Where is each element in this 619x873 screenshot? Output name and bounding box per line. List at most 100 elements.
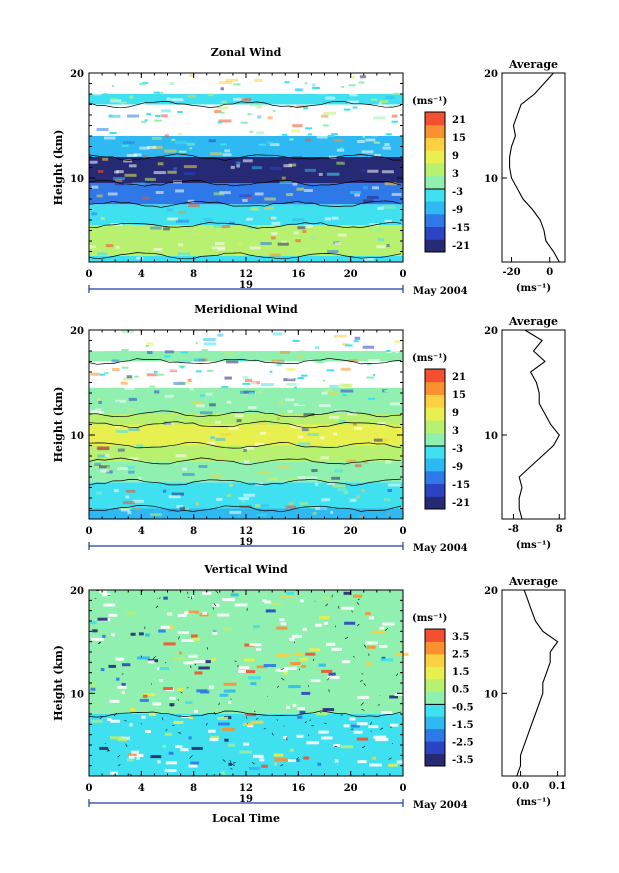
speckle bbox=[269, 166, 282, 170]
colorbar-swatch bbox=[425, 369, 445, 383]
speckle bbox=[136, 444, 144, 448]
speckle bbox=[300, 374, 308, 377]
speckle bbox=[267, 141, 274, 145]
speckle bbox=[139, 146, 150, 150]
heatmap bbox=[89, 590, 403, 776]
speckle bbox=[113, 177, 126, 181]
speckle bbox=[260, 241, 272, 245]
speckle bbox=[298, 402, 306, 405]
speckle bbox=[115, 179, 123, 183]
contour-line bbox=[308, 734, 310, 736]
speckle bbox=[180, 748, 189, 752]
speckle bbox=[219, 81, 233, 85]
speckle bbox=[324, 621, 328, 625]
speckle bbox=[96, 128, 109, 132]
speckle bbox=[291, 156, 302, 160]
profile-x-tick-label: 0.0 bbox=[512, 781, 529, 792]
speckle bbox=[189, 716, 193, 720]
x-axis: 0 4 8 12 16 20 0 bbox=[86, 330, 407, 537]
speckle bbox=[294, 386, 297, 389]
speckle bbox=[210, 436, 215, 440]
speckle bbox=[361, 376, 367, 380]
speckle bbox=[311, 236, 316, 240]
panel-title: Meridional Wind bbox=[194, 303, 298, 316]
speckle bbox=[120, 508, 130, 512]
speckle bbox=[167, 612, 173, 616]
speckle bbox=[352, 594, 363, 598]
speckle bbox=[296, 354, 305, 358]
speckle bbox=[281, 176, 286, 180]
speckle bbox=[305, 652, 316, 656]
speckle bbox=[362, 345, 375, 349]
speckle bbox=[223, 689, 236, 693]
speckle bbox=[305, 138, 311, 142]
speckle bbox=[262, 599, 267, 603]
speckle bbox=[102, 593, 111, 597]
speckle bbox=[357, 140, 365, 144]
speckle bbox=[331, 82, 340, 86]
speckle bbox=[288, 163, 297, 167]
colorbar-swatch bbox=[425, 483, 445, 497]
speckle bbox=[292, 634, 302, 638]
speckle bbox=[163, 421, 172, 425]
speckle bbox=[373, 438, 383, 442]
speckle bbox=[178, 210, 186, 214]
contour-line bbox=[229, 760, 232, 763]
speckle bbox=[250, 682, 257, 686]
speckle bbox=[385, 366, 398, 370]
speckle bbox=[220, 111, 225, 114]
contour-line bbox=[361, 708, 365, 711]
speckle bbox=[369, 222, 379, 226]
speckle bbox=[303, 756, 310, 760]
speckle bbox=[306, 443, 319, 447]
speckle bbox=[108, 613, 118, 617]
speckle bbox=[121, 366, 129, 369]
speckle bbox=[287, 759, 297, 763]
speckle bbox=[292, 124, 303, 128]
speckle bbox=[320, 456, 329, 460]
x-tick-label: 4 bbox=[138, 526, 145, 537]
speckle bbox=[367, 363, 372, 366]
speckle bbox=[169, 82, 174, 86]
x-tick-label: 20 bbox=[344, 783, 358, 794]
speckle bbox=[243, 448, 247, 452]
speckle bbox=[378, 439, 389, 443]
speckle bbox=[394, 692, 406, 696]
speckle bbox=[126, 465, 135, 469]
speckle bbox=[385, 460, 392, 464]
speckle bbox=[254, 192, 264, 196]
speckle bbox=[362, 186, 368, 190]
speckle bbox=[364, 460, 369, 464]
speckle bbox=[211, 474, 223, 478]
speckle bbox=[259, 431, 267, 435]
speckle bbox=[264, 112, 275, 116]
speckle bbox=[190, 594, 194, 598]
speckle bbox=[207, 93, 215, 97]
contour-line bbox=[99, 717, 103, 719]
colorbar-tick-label: 9 bbox=[452, 408, 459, 419]
contour-line bbox=[361, 673, 364, 675]
speckle bbox=[164, 355, 171, 358]
speckle bbox=[286, 367, 296, 371]
speckle bbox=[384, 389, 389, 392]
speckle bbox=[172, 98, 184, 102]
speckle bbox=[270, 236, 276, 240]
contours bbox=[88, 100, 402, 260]
speckle bbox=[151, 761, 156, 765]
speckle bbox=[125, 357, 133, 360]
speckle bbox=[219, 191, 231, 195]
speckle bbox=[271, 602, 282, 606]
speckle bbox=[218, 119, 232, 123]
speckle bbox=[183, 661, 194, 665]
speckle bbox=[173, 657, 185, 661]
speckle bbox=[379, 384, 392, 388]
speckle bbox=[307, 433, 320, 437]
speckle bbox=[113, 489, 119, 493]
speckle bbox=[282, 133, 287, 136]
speckle bbox=[216, 497, 223, 501]
speckle bbox=[114, 389, 122, 393]
speckle bbox=[286, 591, 294, 595]
colorbar-swatch bbox=[425, 458, 445, 472]
contour-line bbox=[256, 717, 258, 720]
speckle bbox=[182, 472, 195, 476]
